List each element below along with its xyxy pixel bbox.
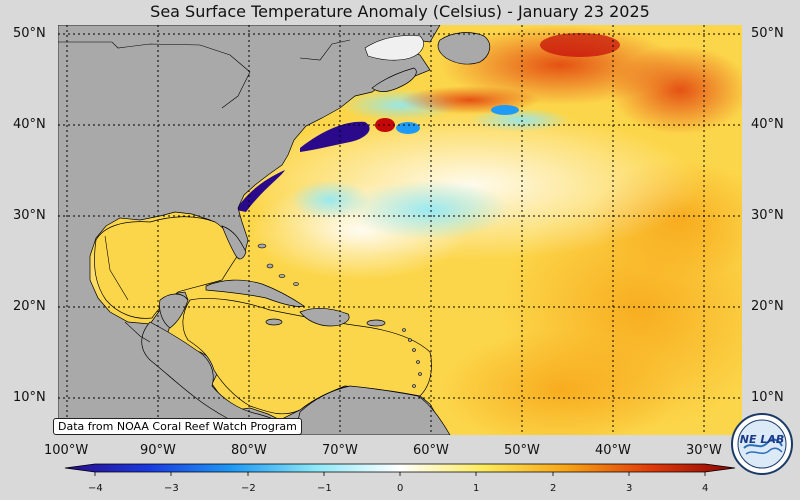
anomaly-cool-patch	[290, 180, 370, 220]
map-area	[58, 25, 742, 435]
graticule	[58, 25, 742, 435]
anomaly-cold-streak	[236, 170, 285, 212]
land-yucatan	[159, 293, 189, 329]
lon-label-100w: 100°W	[44, 443, 89, 458]
anomaly-cold-patch	[491, 105, 519, 115]
lat-label-50n: 50°N	[13, 26, 46, 41]
colorbar	[64, 463, 736, 476]
gulf-of-mexico	[94, 216, 241, 319]
anomaly-hot-patch	[540, 33, 620, 57]
anomaly-hot-patch	[400, 86, 540, 114]
lon-label-50w: 50°W	[504, 443, 540, 458]
lon-label-30w: 30°W	[686, 443, 722, 458]
anomaly-warm-patch	[440, 330, 680, 435]
colorbar-bar	[64, 463, 736, 473]
lon-label-70w: 70°W	[322, 443, 358, 458]
gulf-of-st-lawrence	[364, 35, 424, 61]
lat-label-30n-right: 30°N	[751, 208, 784, 223]
land-puerto-rico	[366, 319, 386, 327]
lon-label-90w: 90°W	[140, 443, 176, 458]
lat-label-50n-right: 50°N	[751, 26, 784, 41]
colorbar-tick-label: 4	[702, 483, 709, 494]
colorbar-tick-label: 2	[550, 483, 557, 494]
data-credit-box: Data from NOAA Coral Reef Watch Program	[53, 418, 302, 435]
lon-label-80w: 80°W	[231, 443, 267, 458]
lat-label-40n: 40°N	[13, 117, 46, 132]
colorbar-tick-label: 0	[397, 483, 404, 494]
lat-label-20n: 20°N	[13, 299, 46, 314]
colorbar-tick-label: −2	[241, 483, 256, 494]
land-newfoundland	[437, 32, 491, 65]
anomaly-hot-patch	[610, 45, 742, 135]
colorbar-tick-label: −1	[317, 483, 332, 494]
lat-label-30n: 30°N	[13, 208, 46, 223]
anomaly-cold-streak	[300, 121, 370, 152]
colorbar-ticks	[94, 472, 706, 476]
anomaly-cool-patch	[470, 108, 570, 132]
lat-label-40n-right: 40°N	[751, 117, 784, 132]
lat-label-20n-right: 20°N	[751, 299, 784, 314]
land-lesser-antilles	[402, 328, 422, 388]
ne-lab-logo: NE LAB	[731, 413, 793, 475]
land-florida	[221, 225, 247, 260]
colorbar-tick-label: −4	[88, 483, 103, 494]
map-title: Sea Surface Temperature Anomaly (Celsius…	[150, 2, 650, 21]
land-hispaniola	[299, 308, 350, 327]
colorbar-tick-label: 1	[473, 483, 480, 494]
lon-label-40w: 40°W	[595, 443, 631, 458]
anomaly-cool-patch	[350, 180, 510, 240]
political-borders	[58, 39, 351, 343]
colorbar-tick-label: 3	[626, 483, 633, 494]
land-cuba	[205, 279, 305, 307]
lon-label-60w: 60°W	[413, 443, 449, 458]
land-nova-scotia	[371, 67, 417, 92]
lat-label-10n-right: 10°N	[751, 390, 784, 405]
land-jamaica	[265, 318, 283, 326]
land-bahamas	[257, 243, 299, 286]
lat-label-10n: 10°N	[13, 390, 46, 405]
anomaly-cold-patch	[396, 122, 420, 134]
logo-text: NE LAB	[740, 433, 784, 446]
colorbar-tick-label: −3	[164, 483, 179, 494]
